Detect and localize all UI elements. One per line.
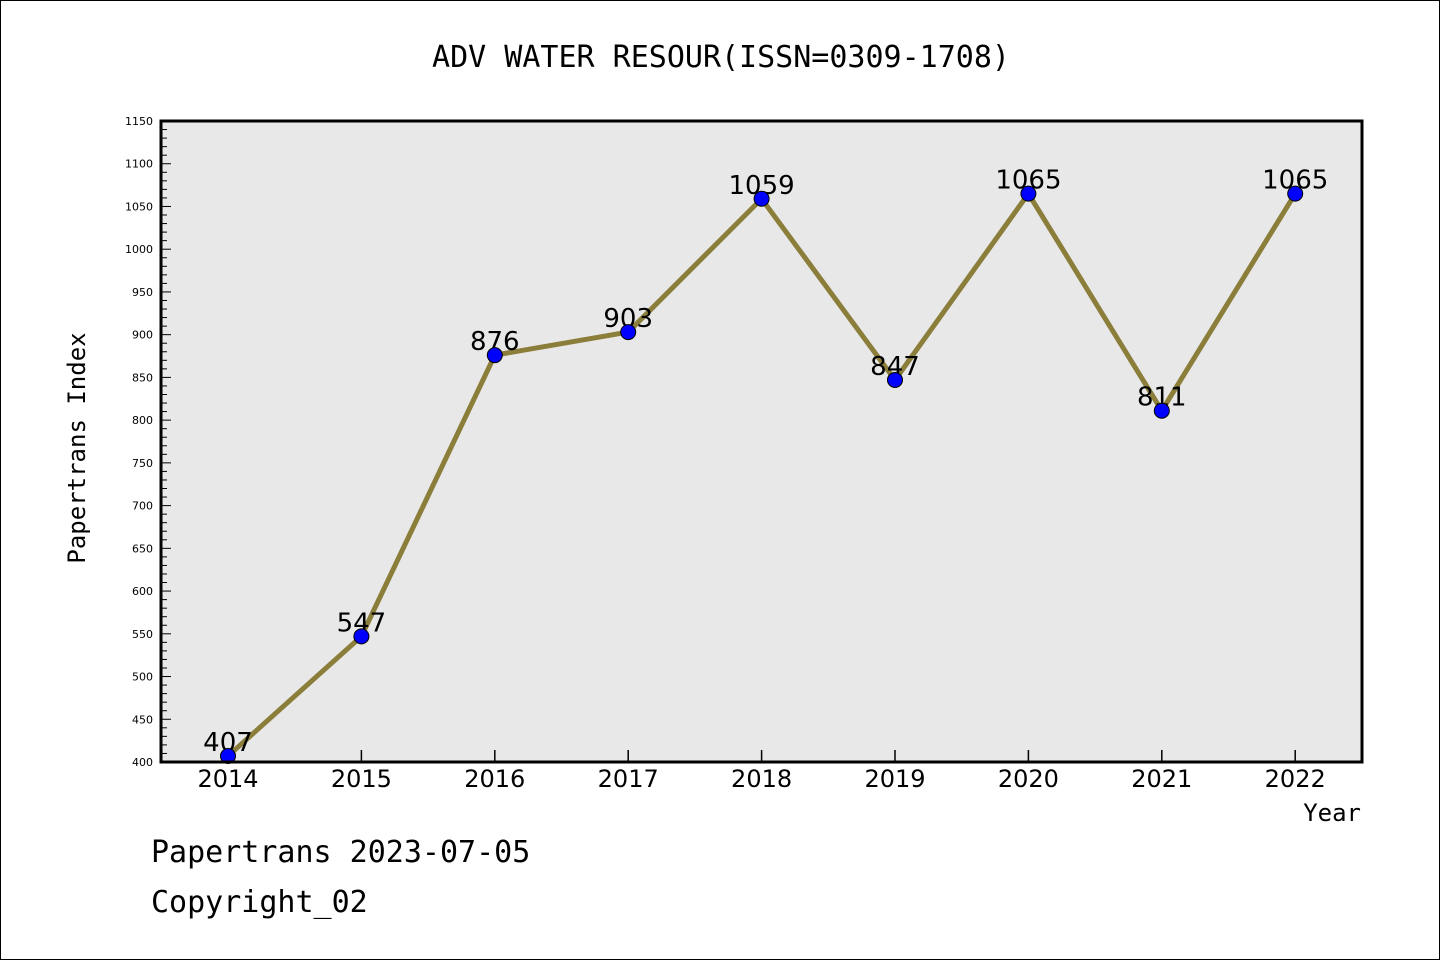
y-tick-label: 400 [132,756,153,769]
chart-title: ADV WATER RESOUR(ISSN=0309-1708) [432,40,1010,75]
data-point [1020,185,1037,202]
x-axis-ticks: 2014 2015 2016 2017 2018 2019 2020 2021 2022 [197,750,1326,793]
footer-copyright-text: Copyright_02 [151,885,368,920]
y-tick-label: 1150 [125,115,153,128]
y-tick-label: 950 [132,286,153,299]
data-point [1153,402,1170,419]
y-axis-label: Papertrans Index [63,332,91,563]
y-tick-label: 700 [132,500,153,513]
x-axis-label: Year [1303,799,1361,827]
y-tick-label: 750 [132,457,153,470]
x-tick-label: 2015 [331,765,392,793]
x-tick-label: 2022 [1265,765,1326,793]
footer-date-text: Papertrans 2023-07-05 [151,835,531,870]
plot-frame [159,119,1364,764]
x-tick-label: 2017 [598,765,659,793]
y-tick-label: 500 [132,671,153,684]
x-tick-label: 2016 [464,765,525,793]
data-point [620,324,637,341]
data-point [220,748,236,765]
y-axis-ticks: 400 450 500 550 600 650 700 750 800 850 900 950 1000… [125,115,171,769]
x-tick-label: 2021 [1131,765,1192,793]
x-tick-label: 2018 [731,765,792,793]
data-point [1287,185,1304,202]
y-tick-label: 1050 [125,200,153,213]
y-tick-label: 1000 [125,243,153,256]
x-tick-label: 2019 [864,765,925,793]
data-point [486,347,503,364]
x-tick-label: 2020 [998,765,1059,793]
y-tick-label: 1100 [125,158,153,171]
data-point [753,190,770,207]
y-tick-label: 650 [132,542,153,555]
y-tick-label: 550 [132,628,153,641]
data-markers [220,185,1304,765]
y-tick-label: 450 [132,713,153,726]
data-point [887,371,903,388]
y-tick-label: 850 [132,371,153,384]
x-tick-label: 2014 [197,765,258,793]
y-tick-label: 600 [132,585,153,598]
plot-area [161,121,1362,762]
data-point [353,628,370,645]
y-tick-label: 800 [132,414,153,427]
y-tick-label: 900 [132,329,153,342]
